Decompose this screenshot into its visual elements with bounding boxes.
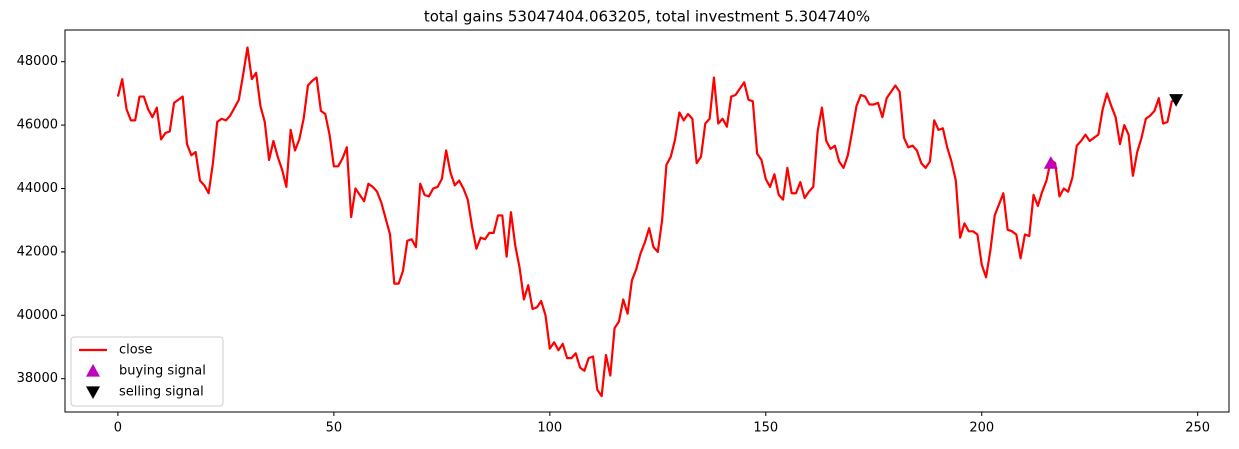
y-tick-label: 38000 <box>17 371 58 386</box>
legend-box <box>70 336 224 407</box>
signal-marker <box>1169 94 1184 107</box>
legend-label: close <box>119 343 152 358</box>
price-line <box>116 46 1177 398</box>
x-tick-label: 50 <box>326 421 343 436</box>
legend-swatch <box>86 364 100 377</box>
chart-title: total gains 53047404.063205, total inves… <box>424 8 870 26</box>
legend-label: selling signal <box>119 385 204 400</box>
legend: close buying signal selling signal <box>70 336 224 407</box>
legend-swatch <box>86 386 100 399</box>
y-tick-label: 44000 <box>17 181 58 196</box>
x-tick-label: 150 <box>753 421 778 436</box>
x-tick-label: 100 <box>537 421 562 436</box>
plot-frame <box>64 29 1230 413</box>
x-tick-label: 200 <box>969 421 994 436</box>
x-tick-label: 250 <box>1185 421 1210 436</box>
y-tick-label: 48000 <box>17 54 58 69</box>
y-tick-label: 46000 <box>17 118 58 133</box>
y-tick-label: 40000 <box>17 308 58 323</box>
x-tick-label: 0 <box>114 421 122 436</box>
legend-label: buying signal <box>119 364 206 379</box>
y-tick-label: 42000 <box>17 244 58 259</box>
signal-marker <box>1043 156 1058 169</box>
